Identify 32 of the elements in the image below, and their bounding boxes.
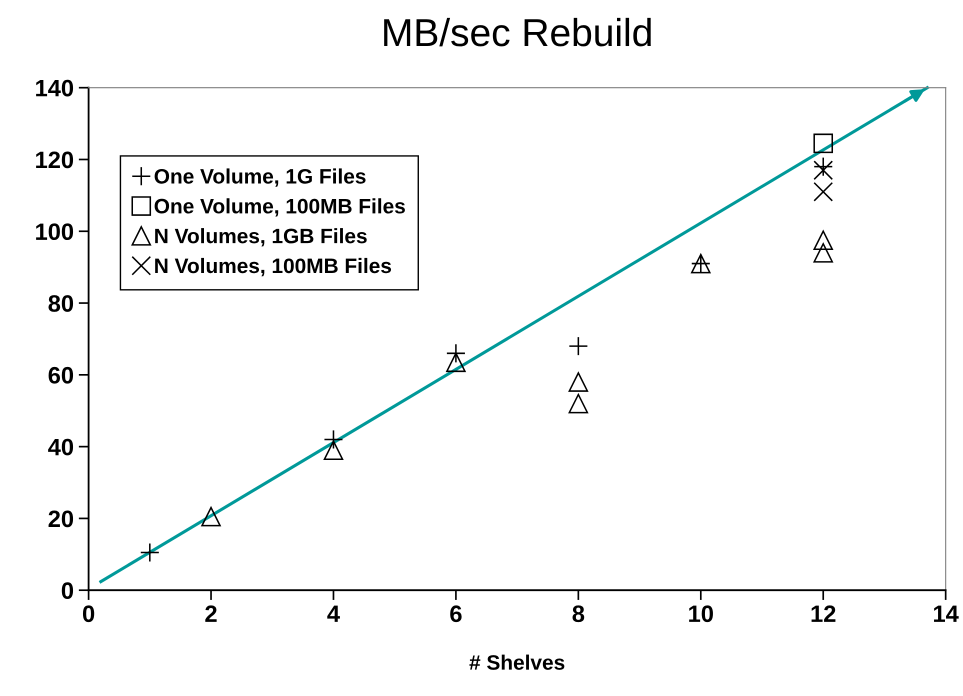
point (446, 352, 466, 372)
point (813, 182, 834, 202)
x-tick-label: 14 (934, 606, 959, 622)
y-tick-label: 100 (36, 223, 74, 240)
x-axis-title: # Shelves (469, 654, 564, 670)
y-tick-label: 20 (48, 510, 74, 528)
point (568, 372, 588, 392)
x-tick-label: 2 (205, 605, 217, 622)
x-tick-label: 10 (689, 605, 713, 622)
point (813, 243, 834, 263)
point (324, 440, 344, 460)
y-tick-label: 40 (48, 438, 74, 456)
x-tick-label: 6 (450, 605, 462, 622)
y-tick-label: 60 (48, 366, 74, 384)
point (813, 160, 834, 180)
y-tick-label: 120 (36, 152, 74, 168)
chart-title: MB/sec Rebuild (384, 18, 651, 46)
y-tick-label: 140 (36, 80, 74, 96)
x-tick-label: 12 (812, 605, 836, 622)
point (813, 134, 834, 154)
y-tick-label: 80 (48, 295, 74, 312)
point (568, 394, 588, 414)
x-tick-label: 0 (82, 605, 94, 622)
y-tick-label: 0 (62, 582, 74, 599)
x-tick-label: 4 (327, 606, 340, 622)
point (201, 506, 221, 526)
x-tick-label: 8 (572, 605, 584, 622)
legend-label: N Volumes, 1GB Files (155, 228, 367, 246)
legend-label: N Volumes, 100MB Files (155, 258, 392, 276)
legend-label: One Volume, 100MB Files (154, 198, 405, 217)
point (813, 230, 834, 250)
legend-label: One Volume, 1G Files (154, 168, 366, 187)
